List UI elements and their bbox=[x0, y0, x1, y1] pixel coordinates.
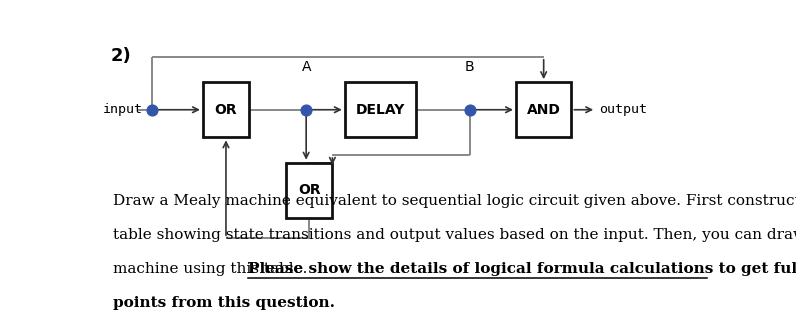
Bar bbox=[203, 82, 249, 137]
Text: 2): 2) bbox=[111, 47, 131, 65]
Text: AND: AND bbox=[527, 103, 560, 117]
Point bbox=[463, 107, 476, 112]
Text: B: B bbox=[465, 60, 474, 75]
Text: machine using this table.: machine using this table. bbox=[113, 262, 312, 276]
Text: OR: OR bbox=[298, 183, 321, 197]
Text: output: output bbox=[599, 103, 647, 116]
Point bbox=[300, 107, 313, 112]
Text: input: input bbox=[103, 103, 142, 116]
Bar bbox=[516, 82, 572, 137]
Point bbox=[146, 107, 158, 112]
Bar bbox=[345, 82, 416, 137]
Text: A: A bbox=[302, 60, 311, 75]
Text: DELAY: DELAY bbox=[356, 103, 405, 117]
Text: Please show the details of logical formula calculations to get full: Please show the details of logical formu… bbox=[248, 262, 796, 276]
Text: OR: OR bbox=[215, 103, 237, 117]
Text: points from this question.: points from this question. bbox=[113, 296, 335, 310]
Text: Draw a Mealy machine equivalent to sequential logic circuit given above. First c: Draw a Mealy machine equivalent to seque… bbox=[113, 194, 796, 208]
Text: table showing state transitions and output values based on the input. Then, you : table showing state transitions and outp… bbox=[113, 228, 796, 242]
Bar bbox=[286, 163, 333, 218]
